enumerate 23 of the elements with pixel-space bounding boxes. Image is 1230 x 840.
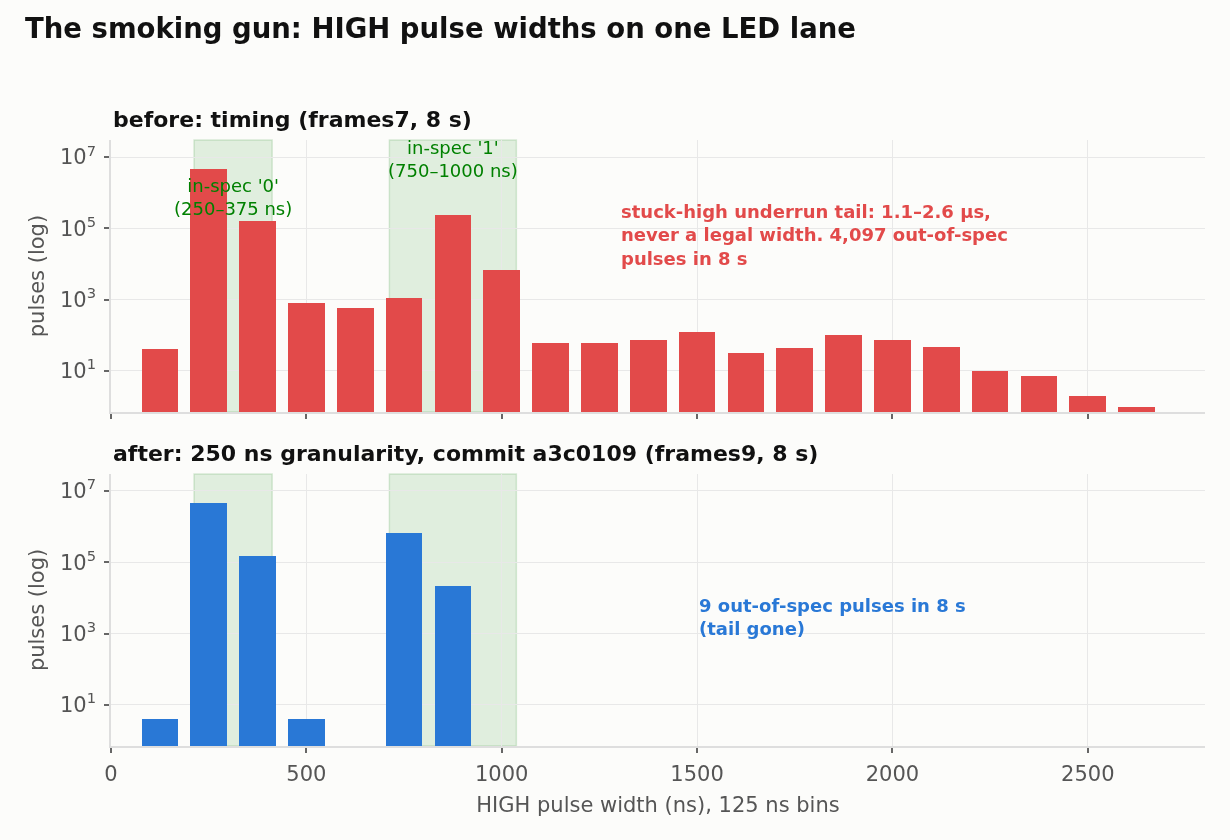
y-axis-title: pulses (log): [24, 214, 49, 338]
y-tick-label: 10$^{5}$: [59, 212, 97, 241]
x-tick-label: 500: [286, 761, 327, 786]
y-tick-label: 10$^{3}$: [59, 284, 97, 312]
band-label: in-spec '1' (750–1000 ns): [388, 137, 518, 182]
x-axis-title: HIGH pulse width (ns), 125 ns bins: [476, 792, 840, 817]
y-tick-label: 10$^{3}$: [59, 618, 97, 646]
y-tick-label: 10$^{5}$: [59, 546, 97, 575]
x-tick-label: 1000: [474, 761, 529, 786]
chart-subtitle: before: timing (frames7, 8 s): [113, 107, 472, 132]
x-tick-label: 0: [104, 761, 118, 786]
annotation: 9 out-of-spec pulses in 8 s (tail gone): [699, 595, 966, 640]
chart-subtitle: after: 250 ns granularity, commit a3c0109 (frames9, 8 s): [113, 441, 819, 466]
y-tick-label: 10$^{1}$: [59, 689, 97, 718]
x-tick-label: 2000: [865, 761, 920, 786]
x-tick-label: 1500: [670, 761, 724, 786]
x-tick-label: 2500: [1061, 761, 1115, 786]
y-tick-label: 10$^{7}$: [59, 141, 97, 170]
y-tick-label: 10$^{1}$: [59, 355, 97, 384]
y-axis-title: pulses (log): [24, 548, 49, 672]
y-tick-label: 10$^{7}$: [59, 475, 97, 504]
annotation: stuck-high underrun tail: 1.1–2.6 µs, never a legal width. 4,097 out-of-spec pulses in 8 s: [621, 201, 1008, 269]
chart-title: The smoking gun: HIGH pulse widths on one LED lane: [25, 11, 856, 44]
